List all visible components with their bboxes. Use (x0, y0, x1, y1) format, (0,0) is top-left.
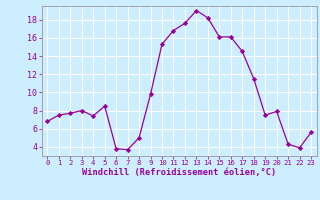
X-axis label: Windchill (Refroidissement éolien,°C): Windchill (Refroidissement éolien,°C) (82, 168, 276, 177)
